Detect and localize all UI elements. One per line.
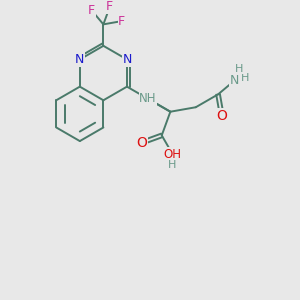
Text: O: O [136, 136, 147, 150]
Text: NH: NH [139, 92, 157, 105]
Text: H: H [235, 64, 243, 74]
Text: N: N [75, 53, 85, 66]
Text: N: N [122, 53, 132, 66]
Text: H: H [241, 73, 250, 83]
Text: F: F [88, 4, 95, 16]
Text: O: O [216, 109, 227, 122]
Text: F: F [118, 15, 125, 28]
Text: OH: OH [164, 148, 181, 160]
Text: F: F [106, 0, 113, 14]
Text: N: N [230, 74, 239, 87]
Text: H: H [168, 160, 177, 170]
